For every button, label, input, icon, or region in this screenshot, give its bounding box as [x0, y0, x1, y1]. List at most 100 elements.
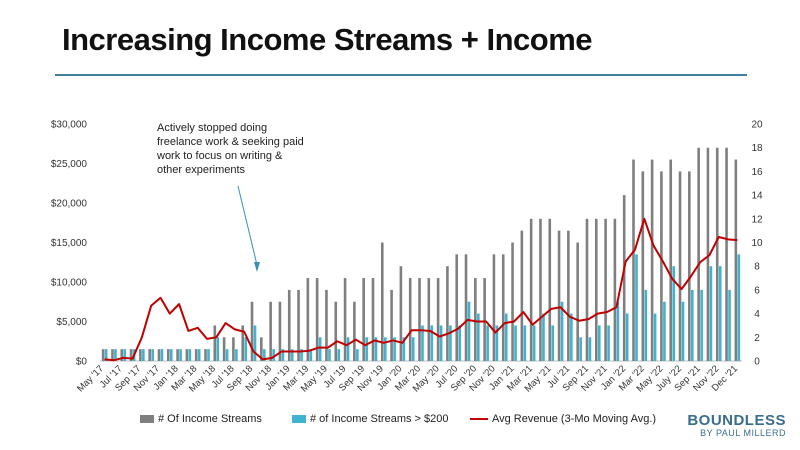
bar-income-streams — [501, 254, 505, 361]
bar-income-streams — [678, 171, 682, 361]
y-right-tick-label: 20 — [751, 120, 763, 131]
line-avg-revenue — [104, 217, 738, 362]
bar-streams-over-200 — [570, 313, 573, 361]
bar-streams-over-200 — [495, 325, 499, 361]
bar-streams-over-200 — [374, 337, 378, 361]
bar-income-streams — [334, 301, 338, 361]
bar-income-streams — [734, 159, 738, 361]
bar-streams-over-200 — [709, 266, 713, 361]
bar-income-streams — [697, 147, 700, 361]
bar-streams-over-200 — [383, 337, 387, 361]
legend-swatch-revenue — [470, 418, 488, 420]
bar-income-streams — [455, 254, 459, 361]
legend-label-paid: # of Income Streams > $200 — [310, 413, 449, 425]
bar-income-streams — [660, 171, 663, 361]
bar-income-streams — [129, 349, 133, 361]
y-left-tick-label: $5,000 — [56, 317, 87, 328]
legend-swatch-streams — [140, 415, 154, 423]
bar-income-streams — [650, 159, 654, 361]
y-right-tick-label: 6 — [754, 285, 760, 296]
bar-streams-over-200 — [597, 325, 601, 361]
bar-income-streams — [343, 278, 347, 361]
bar-income-streams — [287, 289, 291, 361]
bar-income-streams — [492, 254, 496, 361]
y-left-tick-label: $30,000 — [51, 120, 88, 131]
bar-streams-over-200 — [588, 337, 592, 361]
bar-income-streams — [641, 171, 645, 361]
legend-label-streams: # Of Income Streams — [158, 413, 262, 425]
bar-income-streams — [297, 289, 300, 361]
bar-streams-over-200 — [160, 349, 164, 361]
bar-income-streams — [166, 349, 170, 361]
bar-income-streams — [306, 278, 310, 361]
bar-streams-over-200 — [737, 254, 741, 361]
y-right-tick-label: 12 — [751, 214, 763, 225]
bar-streams-over-200 — [263, 349, 266, 361]
bar-streams-over-200 — [123, 349, 127, 361]
bar-income-streams — [446, 266, 449, 361]
bar-streams-over-200 — [700, 289, 703, 361]
bar-income-streams — [101, 349, 105, 361]
y-right-tick-label: 0 — [754, 357, 760, 368]
bar-streams-over-200 — [188, 349, 192, 361]
bar-streams-over-200 — [253, 325, 257, 361]
bar-income-streams — [111, 349, 114, 361]
bar-income-streams — [399, 266, 403, 361]
bar-streams-over-200 — [318, 337, 322, 361]
bar-streams-over-200 — [151, 349, 154, 361]
bar-streams-over-200 — [523, 325, 527, 361]
bar-income-streams — [613, 218, 617, 361]
bar-income-streams — [436, 278, 440, 361]
y-right-tick-label: 16 — [751, 167, 763, 178]
legend-item-revenue: Avg Revenue (3-Mo Moving Avg.) — [470, 413, 656, 425]
bar-income-streams — [594, 218, 598, 361]
bar-streams-over-200 — [114, 349, 117, 361]
y-left-tick-label: $20,000 — [51, 199, 88, 210]
bar-income-streams — [232, 337, 235, 361]
bar-streams-over-200 — [411, 337, 415, 361]
bar-streams-over-200 — [142, 349, 145, 361]
bar-income-streams — [576, 242, 579, 361]
bar-income-streams — [390, 289, 393, 361]
annotation-text-line: freelance work & seeking paid — [157, 136, 304, 148]
bar-income-streams — [483, 278, 486, 361]
bar-streams-over-200 — [365, 337, 368, 361]
bar-income-streams — [139, 349, 142, 361]
bar-income-streams — [353, 301, 356, 361]
y-right-tick-label: 4 — [754, 309, 760, 320]
bar-streams-over-200 — [235, 349, 238, 361]
bar-streams-over-200 — [300, 349, 303, 361]
bar-income-streams — [157, 349, 161, 361]
bar-streams-over-200 — [104, 349, 108, 361]
bar-streams-over-200 — [681, 301, 685, 361]
bar-streams-over-200 — [532, 325, 536, 361]
bar-streams-over-200 — [691, 289, 694, 361]
bar-income-streams — [539, 218, 542, 361]
bar-streams-over-200 — [346, 337, 350, 361]
title-underline — [55, 74, 747, 76]
bar-streams-over-200 — [616, 301, 620, 361]
bar-streams-over-200 — [244, 337, 248, 361]
y-left-tick-label: $0 — [76, 357, 88, 368]
bar-income-streams — [557, 230, 561, 361]
annotation-arrowhead — [254, 262, 260, 272]
y-left-tick-label: $10,000 — [51, 278, 88, 289]
bar-income-streams — [585, 218, 589, 361]
bar-streams-over-200 — [207, 349, 210, 361]
y-right-tick-label: 18 — [751, 143, 763, 154]
bar-streams-over-200 — [551, 325, 555, 361]
bar-streams-over-200 — [439, 325, 443, 361]
bar-streams-over-200 — [309, 349, 313, 361]
bar-income-streams — [269, 301, 272, 361]
bar-income-streams — [204, 349, 207, 361]
bar-income-streams — [120, 349, 124, 361]
bar-streams-over-200 — [607, 325, 610, 361]
bar-streams-over-200 — [718, 266, 722, 361]
bar-streams-over-200 — [504, 313, 508, 361]
y-right-tick-label: 14 — [751, 191, 763, 202]
bar-streams-over-200 — [514, 325, 517, 361]
bar-income-streams — [725, 147, 728, 361]
bar-streams-over-200 — [402, 337, 406, 361]
bar-streams-over-200 — [486, 325, 489, 361]
y-left-tick-label: $15,000 — [51, 238, 88, 249]
